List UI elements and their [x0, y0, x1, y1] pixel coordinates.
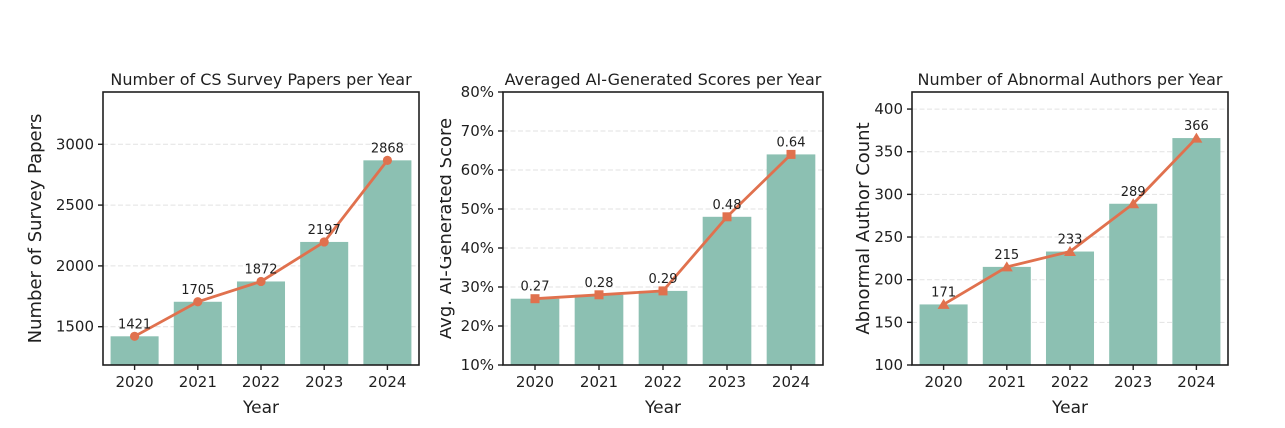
y-axis-label: Abnormal Author Count — [855, 122, 874, 334]
value-label: 215 — [994, 248, 1019, 263]
value-label: 0.64 — [777, 135, 806, 150]
data-point-marker — [594, 290, 604, 300]
x-tick-label: 2020 — [516, 373, 554, 391]
value-label: 0.48 — [713, 198, 742, 213]
value-label: 0.27 — [521, 280, 550, 295]
y-tick-label: 250 — [874, 228, 903, 246]
y-tick-label: 30% — [461, 278, 494, 296]
data-point-marker — [937, 298, 950, 309]
y-tick-label: 50% — [461, 200, 494, 218]
data-point-marker — [1064, 246, 1076, 257]
y-axis-label: Number of Survey Papers — [25, 114, 46, 344]
y-tick-label: 2000 — [56, 257, 94, 275]
bar — [1109, 203, 1158, 365]
y-tick-label: 300 — [874, 185, 903, 203]
y-tick-label: 3000 — [56, 135, 94, 153]
data-point-marker — [193, 297, 203, 307]
data-point-marker — [658, 286, 668, 296]
y-tick-label: 60% — [461, 161, 494, 179]
x-tick-label: 2024 — [368, 373, 406, 391]
y-tick-label: 150 — [874, 313, 903, 331]
chart-title: Averaged AI-Generated Scores per Year — [505, 70, 822, 89]
value-label: 2197 — [308, 223, 341, 238]
x-axis-label: Year — [1051, 398, 1088, 418]
value-label: 2868 — [371, 141, 404, 156]
y-tick-label: 100 — [874, 356, 903, 374]
y-tick-label: 40% — [461, 239, 494, 257]
value-label: 233 — [1058, 233, 1083, 248]
chart-title: Number of CS Survey Papers per Year — [110, 70, 412, 89]
bar — [363, 160, 412, 365]
y-tick-label: 70% — [461, 122, 494, 140]
data-point-marker — [319, 237, 329, 247]
bar — [173, 301, 222, 365]
bar — [702, 216, 752, 365]
data-point-marker — [530, 294, 540, 304]
x-tick-label: 2023 — [1114, 373, 1152, 391]
chart-ai-generated-scores: 10% 20% 30% 40% 50% 60% 70% 80% 2020 2021 2022 2023… — [440, 0, 855, 428]
chart-svg: 100 150 200 250 300 350 400 2020 2021 2022 2023 202… — [855, 70, 1229, 418]
x-tick-label: 2024 — [1177, 373, 1215, 391]
value-label: 171 — [931, 285, 956, 300]
y-tick-label: 400 — [874, 100, 903, 118]
bar — [1045, 251, 1095, 365]
value-label: 366 — [1184, 119, 1209, 134]
x-tick-label: 2021 — [179, 373, 217, 391]
chart-abnormal-authors: 100 150 200 250 300 350 400 2020 2021 2022 2023 202… — [855, 0, 1285, 428]
data-point-marker — [1190, 132, 1203, 143]
value-label: 1705 — [181, 283, 214, 298]
x-tick-label: 2023 — [305, 373, 343, 391]
data-point-marker — [722, 212, 732, 222]
y-tick-label: 350 — [874, 143, 903, 161]
x-tick-label: 2021 — [580, 373, 618, 391]
x-tick-label: 2020 — [116, 373, 154, 391]
data-point-marker — [1000, 261, 1013, 272]
x-tick-label: 2023 — [708, 373, 746, 391]
bar — [300, 241, 349, 365]
value-label: 0.29 — [649, 272, 678, 287]
bar — [110, 336, 159, 365]
bar — [1172, 138, 1221, 365]
plot-area — [102, 91, 420, 366]
value-label: 1872 — [244, 262, 277, 277]
bar — [638, 290, 688, 365]
plot-area — [502, 91, 824, 366]
bar — [982, 266, 1031, 365]
data-point-marker — [130, 331, 140, 341]
plot-area — [911, 91, 1229, 366]
bar — [919, 304, 968, 365]
bar — [510, 298, 560, 365]
x-tick-label: 2021 — [988, 373, 1026, 391]
x-tick-label: 2022 — [242, 373, 280, 391]
x-axis-label: Year — [242, 398, 279, 418]
data-point-marker — [382, 155, 392, 165]
x-tick-label: 2024 — [772, 373, 810, 391]
value-label: 289 — [1121, 185, 1146, 200]
x-axis-label: Year — [644, 398, 681, 418]
y-tick-label: 80% — [461, 83, 494, 101]
y-tick-label: 20% — [461, 317, 494, 335]
data-point-marker — [256, 276, 266, 287]
data-point-marker — [1127, 198, 1140, 209]
bar — [766, 154, 816, 365]
chart-title: Number of Abnormal Authors per Year — [918, 70, 1223, 89]
bar — [236, 281, 286, 365]
y-tick-label: 2500 — [56, 196, 94, 214]
x-tick-label: 2022 — [644, 373, 682, 391]
value-label: 1421 — [118, 317, 151, 332]
chart-svg: 10% 20% 30% 40% 50% 60% 70% 80% 2020 2021 2022 2023… — [440, 70, 824, 418]
data-point-marker — [786, 149, 796, 159]
x-tick-label: 2020 — [925, 373, 963, 391]
x-tick-label: 2022 — [1051, 373, 1089, 391]
y-tick-label: 1500 — [56, 318, 94, 336]
y-tick-label: 200 — [874, 271, 903, 289]
y-axis-label: Avg. AI-Generated Score — [440, 118, 456, 339]
value-label: 0.28 — [585, 276, 614, 291]
chart-cs-survey-papers: 1500 2000 2500 3000 2020 2021 2022 2023 2024 1421… — [0, 0, 440, 428]
bar — [574, 294, 624, 365]
chart-svg: 1500 2000 2500 3000 2020 2021 2022 2023 2024 1421… — [25, 70, 420, 418]
y-tick-label: 10% — [461, 356, 494, 374]
